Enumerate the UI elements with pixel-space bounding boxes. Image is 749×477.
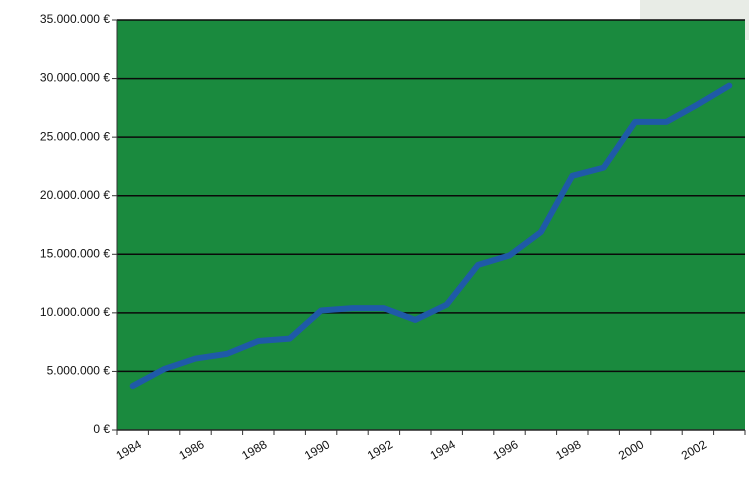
x-tick-label: 1986 — [176, 437, 206, 463]
x-tick-label: 1994 — [428, 437, 458, 463]
x-tick-label: 1998 — [553, 437, 583, 463]
x-tick-label: 1990 — [302, 437, 332, 463]
y-tick-label: 10.000.000 € — [40, 305, 110, 319]
y-tick-label: 15.000.000 € — [40, 246, 110, 260]
x-tick-label: 1988 — [239, 437, 269, 463]
x-tick-label: 2000 — [616, 437, 646, 463]
y-tick-label: 25.000.000 € — [40, 129, 110, 143]
y-tick-label: 30.000.000 € — [40, 71, 110, 85]
data-line — [129, 82, 733, 390]
x-tick-label: 1996 — [490, 437, 520, 463]
plot-area — [117, 20, 745, 430]
x-tick-label: 1992 — [365, 437, 395, 463]
x-tick-label: 1984 — [114, 437, 144, 463]
x-tick-label: 2002 — [679, 437, 709, 463]
y-tick-label: 0 € — [93, 422, 110, 436]
y-tick-label: 20.000.000 € — [40, 188, 110, 202]
y-tick-label: 35.000.000 € — [40, 12, 110, 26]
y-tick-label: 5.000.000 € — [47, 364, 111, 378]
